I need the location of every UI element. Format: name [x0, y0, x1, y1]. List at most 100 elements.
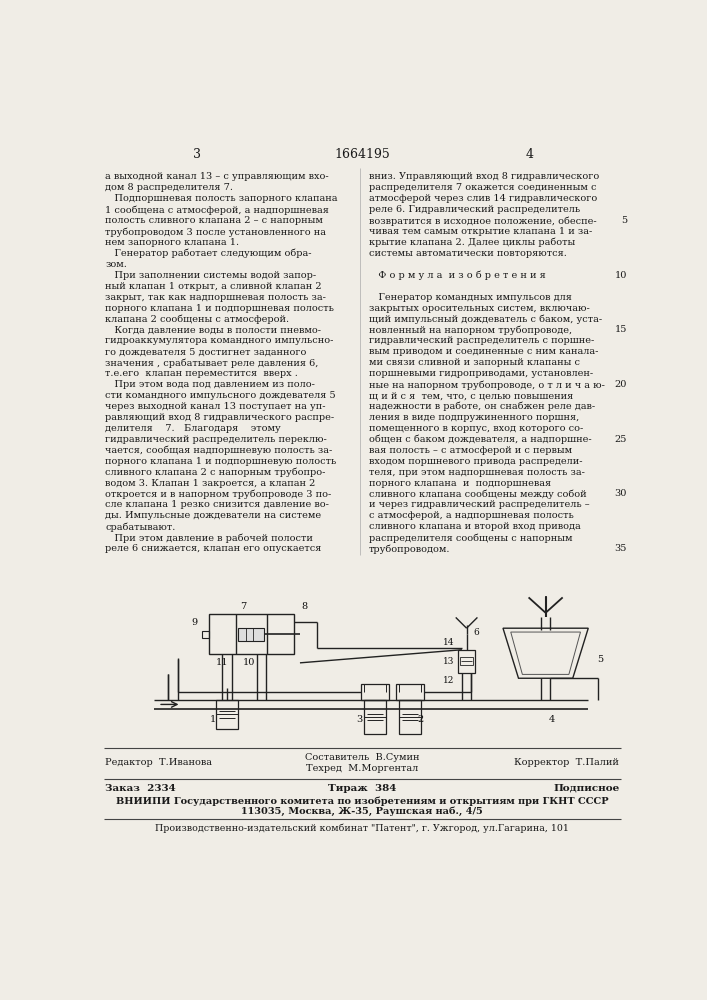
- Text: 4: 4: [549, 715, 555, 724]
- Text: 1 сообщена с атмосферой, а надпоршневая: 1 сообщена с атмосферой, а надпоршневая: [105, 205, 329, 215]
- Text: закрыт, так как надпоршневая полость за-: закрыт, так как надпоршневая полость за-: [105, 293, 327, 302]
- Text: Подписное: Подписное: [553, 784, 619, 793]
- Text: надежности в работе, он снабжен реле дав-: надежности в работе, он снабжен реле дав…: [369, 402, 595, 411]
- Text: гидроаккумулятора командного импульсно-: гидроаккумулятора командного импульсно-: [105, 336, 334, 345]
- Text: водом 3. Клапан 1 закроется, а клапан 2: водом 3. Клапан 1 закроется, а клапан 2: [105, 479, 316, 488]
- Text: 3: 3: [193, 148, 201, 161]
- Text: возвратится в исходное положение, обеспе-: возвратится в исходное положение, обеспе…: [369, 216, 597, 226]
- Text: Техред  М.Моргентал: Техред М.Моргентал: [306, 764, 418, 773]
- Text: ды. Импульсные дождеватели на системе: ды. Импульсные дождеватели на системе: [105, 511, 322, 520]
- Text: ления в виде подпружиненного поршня,: ления в виде подпружиненного поршня,: [369, 413, 579, 422]
- Bar: [216, 700, 238, 729]
- Text: При этом давление в рабочей полости: При этом давление в рабочей полости: [105, 533, 313, 543]
- Text: с атмосферой, а надпоршневая полость: с атмосферой, а надпоршневая полость: [369, 511, 573, 520]
- Text: помещенного в корпус, вход которого со-: помещенного в корпус, вход которого со-: [369, 424, 583, 433]
- Text: вым приводом и соединенные с ним канала-: вым приводом и соединенные с ним канала-: [369, 347, 598, 356]
- Text: новленный на напорном трубопроводе,: новленный на напорном трубопроводе,: [369, 325, 572, 335]
- Text: сливного клапана 2 с напорным трубопро-: сливного клапана 2 с напорным трубопро-: [105, 468, 326, 477]
- Text: 113035, Москва, Ж-35, Раушская наб., 4/5: 113035, Москва, Ж-35, Раушская наб., 4/5: [241, 807, 483, 816]
- Text: 5: 5: [621, 216, 627, 225]
- Text: 11: 11: [216, 658, 228, 667]
- Text: гидравлический распределитель с поршне-: гидравлический распределитель с поршне-: [369, 336, 594, 345]
- Text: делителя    7.   Благодаря    этому: делителя 7. Благодаря этому: [105, 424, 281, 433]
- Text: срабатывают.: срабатывают.: [105, 522, 176, 532]
- Text: 10: 10: [614, 271, 627, 280]
- Text: 30: 30: [614, 489, 627, 498]
- Text: 3: 3: [356, 715, 363, 724]
- Bar: [202, 631, 209, 638]
- Text: а выходной канал 13 – с управляющим вхо-: а выходной канал 13 – с управляющим вхо-: [105, 172, 329, 181]
- Text: атмосферой через слив 14 гидравлического: атмосферой через слив 14 гидравлического: [369, 194, 597, 203]
- Text: 14: 14: [443, 638, 455, 647]
- Text: трубопроводом 3 после установленного на: трубопроводом 3 после установленного на: [105, 227, 327, 237]
- Text: системы автоматически повторяются.: системы автоматически повторяются.: [369, 249, 567, 258]
- Text: крытие клапана 2. Далее циклы работы: крытие клапана 2. Далее циклы работы: [369, 238, 575, 247]
- Text: Редактор  Т.Иванова: Редактор Т.Иванова: [105, 758, 212, 767]
- Text: 12: 12: [443, 676, 455, 685]
- Text: 9: 9: [192, 618, 198, 627]
- Text: зом.: зом.: [105, 260, 127, 269]
- Text: т.е.его  клапан переместится  вверх .: т.е.его клапан переместится вверх .: [105, 369, 298, 378]
- Text: 2: 2: [418, 715, 424, 724]
- Text: 35: 35: [614, 544, 627, 553]
- Text: порного клапана 1 и подпоршневая полость: порного клапана 1 и подпоршневая полость: [105, 304, 334, 313]
- Text: сле клапана 1 резко снизится давление во-: сле клапана 1 резко снизится давление во…: [105, 500, 329, 509]
- Bar: [396, 684, 424, 700]
- Text: ные на напорном трубопроводе, о т л и ч а ю-: ные на напорном трубопроводе, о т л и ч …: [369, 380, 604, 390]
- Text: входом поршневого привода распредели-: входом поршневого привода распредели-: [369, 457, 583, 466]
- Text: Когда давление воды в полости пневмо-: Когда давление воды в полости пневмо-: [105, 325, 322, 334]
- Text: 1: 1: [210, 715, 216, 724]
- Text: дом 8 распределителя 7.: дом 8 распределителя 7.: [105, 183, 233, 192]
- Text: Заказ  2334: Заказ 2334: [105, 784, 176, 793]
- Text: Ф о р м у л а  и з о б р е т е н и я: Ф о р м у л а и з о б р е т е н и я: [369, 271, 546, 280]
- Text: 10: 10: [243, 658, 255, 667]
- Text: 1664195: 1664195: [334, 148, 390, 161]
- Text: сливного клапана сообщены между собой: сливного клапана сообщены между собой: [369, 489, 587, 499]
- Text: чается, сообщая надпоршневую полость за-: чается, сообщая надпоршневую полость за-: [105, 446, 333, 455]
- Text: ми связи сливной и запорный клапаны с: ми связи сливной и запорный клапаны с: [369, 358, 580, 367]
- Text: 6: 6: [473, 628, 479, 637]
- Text: 13: 13: [443, 657, 455, 666]
- Text: клапана 2 сообщены с атмосферой.: клапана 2 сообщены с атмосферой.: [105, 315, 290, 324]
- Text: через выходной канал 13 поступает на уп-: через выходной канал 13 поступает на уп-: [105, 402, 326, 411]
- Text: порного клапана 1 и подпоршневую полость: порного клапана 1 и подпоршневую полость: [105, 457, 337, 466]
- Text: распределителя сообщены с напорным: распределителя сообщены с напорным: [369, 533, 573, 543]
- Bar: [399, 700, 421, 734]
- Bar: [364, 700, 386, 734]
- Text: вниз. Управляющий вход 8 гидравлического: вниз. Управляющий вход 8 гидравлического: [369, 172, 599, 181]
- Text: общен с баком дождевателя, а надпоршне-: общен с баком дождевателя, а надпоршне-: [369, 435, 592, 444]
- Bar: [458, 650, 475, 673]
- Text: Генератор командных импульсов для: Генератор командных импульсов для: [369, 293, 572, 302]
- Bar: [460, 657, 473, 665]
- Text: 4: 4: [526, 148, 534, 161]
- Text: 15: 15: [614, 325, 627, 334]
- Text: 25: 25: [614, 435, 627, 444]
- Text: трубопроводом.: трубопроводом.: [369, 544, 450, 554]
- Text: и через гидравлический распределитель –: и через гидравлический распределитель –: [369, 500, 590, 509]
- Text: Корректор  Т.Палий: Корректор Т.Палий: [515, 758, 619, 767]
- Text: теля, при этом надпоршневая полость за-: теля, при этом надпоршневая полость за-: [369, 468, 585, 477]
- Bar: [238, 628, 264, 641]
- Text: распределителя 7 окажется соединенным с: распределителя 7 окажется соединенным с: [369, 183, 597, 192]
- Text: Генератор работает следующим обра-: Генератор работает следующим обра-: [105, 249, 312, 258]
- Text: порного клапана  и  подпоршневая: порного клапана и подпоршневая: [369, 479, 551, 488]
- Text: ВНИИПИ Государственного комитета по изобретениям и открытиям при ГКНТ СССР: ВНИИПИ Государственного комитета по изоб…: [116, 796, 608, 806]
- Text: поршневыми гидроприводами, установлен-: поршневыми гидроприводами, установлен-: [369, 369, 593, 378]
- Text: равляющий вход 8 гидравлического распре-: равляющий вход 8 гидравлического распре-: [105, 413, 334, 422]
- Text: закрытых оросительных систем, включаю-: закрытых оросительных систем, включаю-: [369, 304, 590, 313]
- Text: 7: 7: [240, 602, 247, 611]
- Text: чивая тем самым открытие клапана 1 и за-: чивая тем самым открытие клапана 1 и за-: [369, 227, 592, 236]
- Text: Тираж  384: Тираж 384: [328, 784, 396, 793]
- Text: нем запорного клапана 1.: нем запорного клапана 1.: [105, 238, 240, 247]
- Text: реле 6. Гидравлический распределитель: реле 6. Гидравлический распределитель: [369, 205, 580, 214]
- Bar: [209, 614, 293, 654]
- Text: реле 6 снижается, клапан его опускается: реле 6 снижается, клапан его опускается: [105, 544, 322, 553]
- Text: Производственно-издательский комбинат "Патент", г. Ужгород, ул.Гагарина, 101: Производственно-издательский комбинат "П…: [155, 824, 569, 833]
- Text: го дождевателя 5 достигнет заданного: го дождевателя 5 достигнет заданного: [105, 347, 307, 356]
- Text: значения , срабатывает реле давления 6,: значения , срабатывает реле давления 6,: [105, 358, 319, 368]
- Text: Составитель  В.Сумин: Составитель В.Сумин: [305, 753, 419, 762]
- Text: сти командного импульсного дождевателя 5: сти командного импульсного дождевателя 5: [105, 391, 336, 400]
- Text: щий импульсный дождеватель с баком, уста-: щий импульсный дождеватель с баком, уста…: [369, 315, 602, 324]
- Text: вая полость – с атмосферой и с первым: вая полость – с атмосферой и с первым: [369, 446, 572, 455]
- Text: гидравлический распределитель переклю-: гидравлический распределитель переклю-: [105, 435, 327, 444]
